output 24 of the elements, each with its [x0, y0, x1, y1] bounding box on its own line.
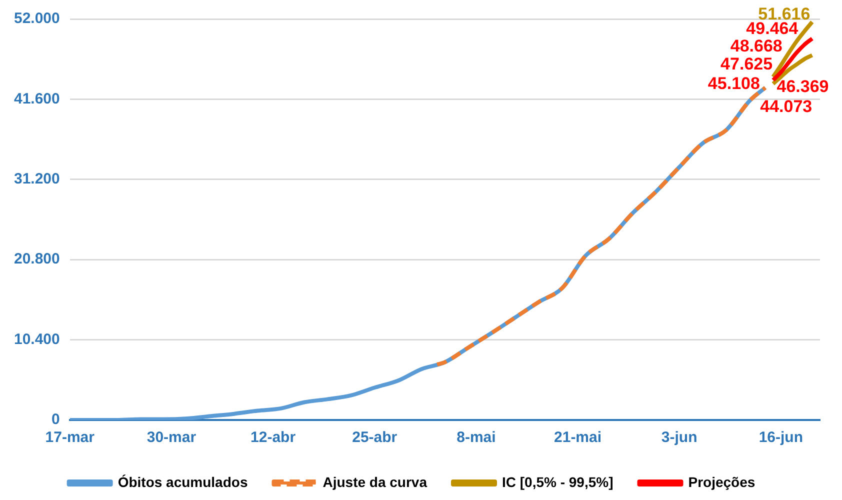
- data-label: 47.625: [720, 54, 773, 74]
- y-tick-label: 20.800: [14, 250, 60, 268]
- y-tick-label: 41.600: [14, 90, 60, 108]
- data-label: 44.073: [760, 96, 812, 116]
- x-tick-label: 16-jun: [758, 429, 804, 446]
- x-tick-label: 21-mai: [554, 429, 602, 446]
- y-tick-label: 10.400: [14, 330, 60, 348]
- x-tick-label: 17-mar: [45, 429, 95, 446]
- legend-label: Ajuste da curva: [322, 474, 428, 490]
- y-tick-label: 0: [52, 411, 60, 428]
- x-tick-label: 12-abr: [250, 429, 296, 446]
- y-tick-label: 52.000: [14, 10, 60, 28]
- data-label: 46.369: [776, 77, 829, 96]
- x-tick-label: 3-jun: [661, 429, 698, 446]
- legend-label: Projeções: [688, 474, 756, 490]
- x-tick-label: 25-abr: [352, 429, 398, 446]
- y-tick-label: 31.200: [14, 170, 60, 188]
- data-label: 48.668: [730, 36, 782, 56]
- data-label: 49.464: [746, 19, 799, 38]
- x-tick-label: 8-mai: [456, 429, 496, 446]
- data-label: 45.108: [708, 74, 760, 93]
- x-tick-label: 30-mar: [146, 429, 196, 446]
- legend-label: IC [0,5% - 99,5%]: [502, 474, 614, 490]
- legend-label: Óbitos acumulados: [118, 474, 248, 490]
